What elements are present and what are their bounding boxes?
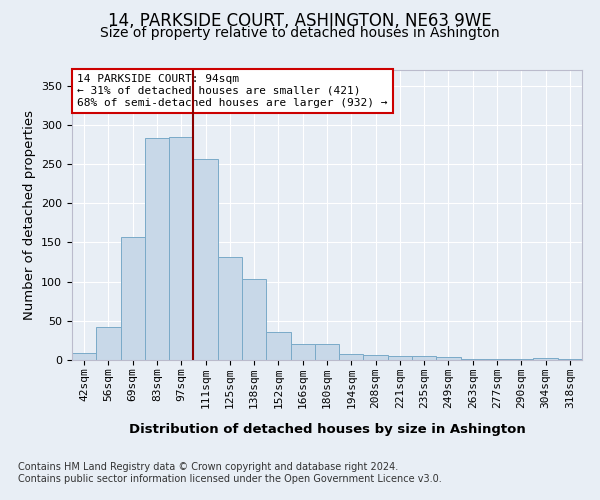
Text: Size of property relative to detached houses in Ashington: Size of property relative to detached ho… [100,26,500,40]
Y-axis label: Number of detached properties: Number of detached properties [23,110,35,320]
Bar [218,256,242,360]
Bar [461,359,485,360]
Bar [315,344,339,360]
Bar [509,359,533,360]
Bar [96,327,121,360]
Text: Contains HM Land Registry data © Crown copyright and database right 2024.: Contains HM Land Registry data © Crown c… [18,462,398,472]
Bar [339,354,364,360]
Bar [558,359,582,360]
Bar [169,138,193,360]
Bar [242,280,266,360]
Bar [193,160,218,360]
Bar [72,353,96,360]
Bar [364,354,388,360]
Text: 14, PARKSIDE COURT, ASHINGTON, NE63 9WE: 14, PARKSIDE COURT, ASHINGTON, NE63 9WE [108,12,492,30]
Bar [388,356,412,360]
Text: Distribution of detached houses by size in Ashington: Distribution of detached houses by size … [128,422,526,436]
Bar [145,138,169,360]
Bar [436,357,461,360]
Bar [412,356,436,360]
Bar [290,344,315,360]
Bar [485,359,509,360]
Bar [121,237,145,360]
Text: 14 PARKSIDE COURT: 94sqm
← 31% of detached houses are smaller (421)
68% of semi-: 14 PARKSIDE COURT: 94sqm ← 31% of detach… [77,74,388,108]
Bar [266,332,290,360]
Bar [533,358,558,360]
Text: Contains public sector information licensed under the Open Government Licence v3: Contains public sector information licen… [18,474,442,484]
